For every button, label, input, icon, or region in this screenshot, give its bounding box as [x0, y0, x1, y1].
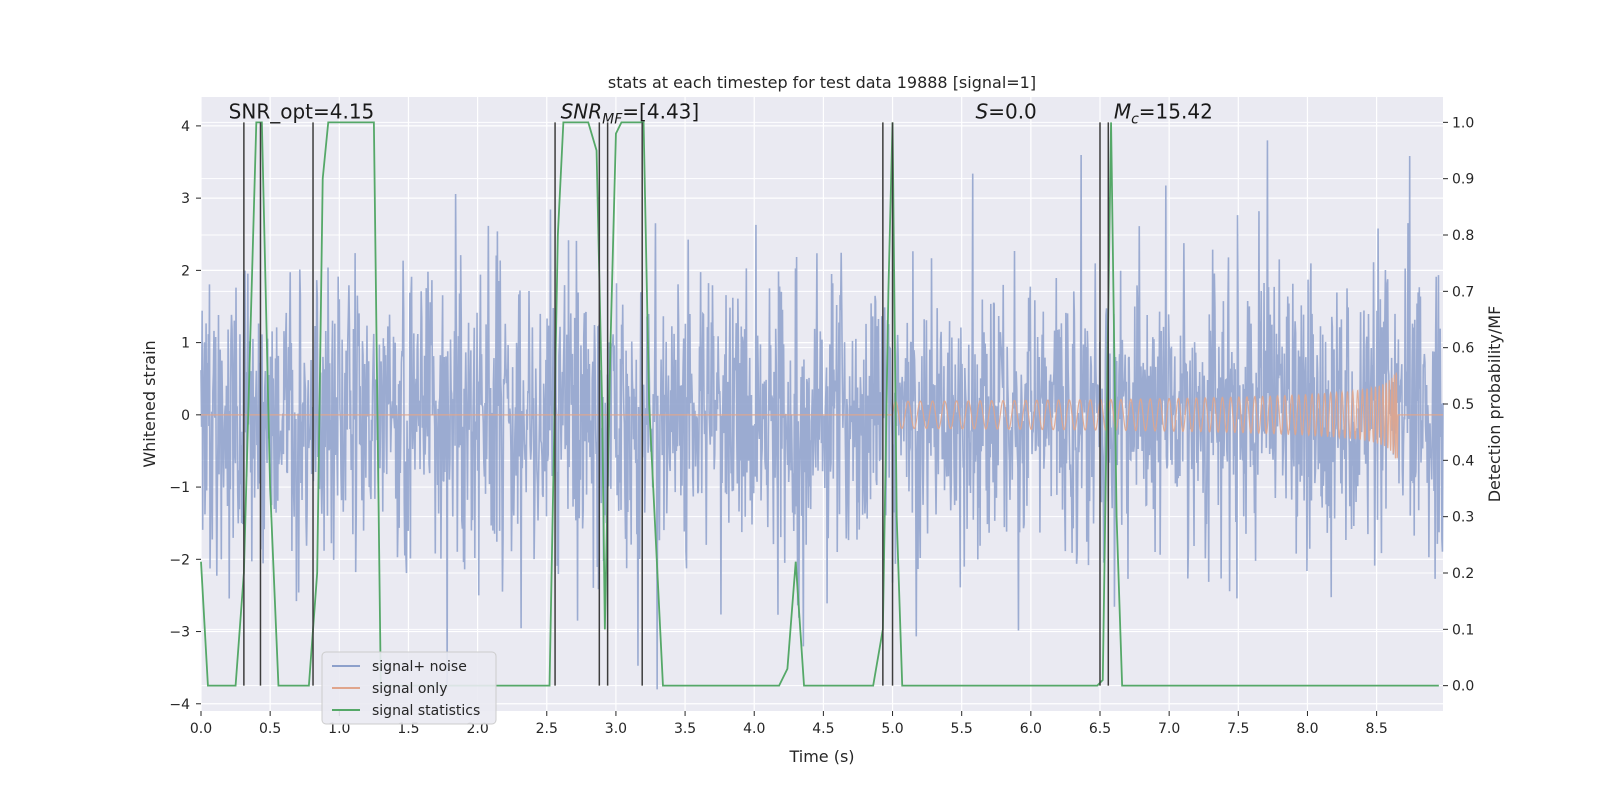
y-left-tick-label: 1	[181, 336, 190, 352]
legend-label: signal statistics	[372, 703, 480, 719]
annotation-text: S=0.0	[976, 100, 1037, 124]
legend-box	[321, 651, 497, 725]
y-left-tick-label: 2	[181, 263, 190, 279]
series-signal-noise-line	[200, 140, 1444, 690]
y-left-tick-label: 0	[181, 408, 190, 424]
x-tick-label: 4.0	[743, 721, 765, 737]
x-tick-label: 1.0	[328, 721, 350, 737]
legend-label: signal+ noise	[372, 659, 467, 675]
y-right-axis-label: Detection probability/MF	[1485, 306, 1504, 503]
y-left-tick-label: −3	[169, 625, 190, 641]
x-tick-label: 2.5	[536, 721, 558, 737]
axes-layer: 0.0 0.5 1.0 1.5 2.0 2.5 3.0 3.5 4.0 4.5 5.0 5.5 6.0 6…	[169, 115, 1474, 737]
y-right-tick-label: 0.6	[1452, 341, 1474, 357]
noise-layer	[200, 140, 1444, 690]
x-tick-label: 2.0	[466, 721, 488, 737]
y-right-tick-label: 0.0	[1452, 679, 1474, 695]
y-right-tick-label: 0.4	[1452, 453, 1474, 469]
x-tick-label: 7.0	[1158, 721, 1180, 737]
signal-layer	[201, 372, 1443, 459]
x-tick-label: 8.5	[1365, 721, 1387, 737]
x-tick-label: 1.5	[397, 721, 419, 737]
annotation-text: SNR_opt=4.15	[229, 100, 375, 124]
y-right-tick-label: 1.0	[1452, 115, 1474, 131]
y-right-tick-label: 0.2	[1452, 566, 1474, 582]
y-right-tick-label: 0.8	[1452, 228, 1474, 244]
annotation-text: Mc=15.42	[1114, 100, 1213, 128]
y-left-tick-label: 3	[181, 191, 190, 207]
annotation-text: SNRMF=[4.43]	[561, 100, 700, 128]
y-left-tick-label: −4	[169, 697, 190, 713]
x-tick-label: 0.5	[259, 721, 281, 737]
y-right-tick-label: 0.1	[1452, 622, 1474, 638]
text-layer: stats at each timestep for test data 198…	[140, 73, 1504, 766]
x-tick-label: 0.0	[190, 721, 212, 737]
chart-title: stats at each timestep for test data 198…	[608, 73, 1036, 92]
vertical-line-layer	[243, 122, 1110, 686]
x-tick-label: 6.0	[1020, 721, 1042, 737]
x-tick-label: 6.5	[1089, 721, 1111, 737]
y-right-tick-label: 0.9	[1452, 172, 1474, 188]
x-tick-label: 7.5	[1227, 721, 1249, 737]
y-left-tick-label: −2	[169, 552, 190, 568]
x-tick-label: 5.0	[881, 721, 903, 737]
y-right-tick-label: 0.3	[1452, 510, 1474, 526]
y-right-tick-label: 0.5	[1452, 397, 1474, 413]
statistics-layer	[200, 121, 1439, 687]
y-left-axis-label: Whitened strain	[140, 340, 159, 467]
y-right-tick-label: 0.7	[1452, 284, 1474, 300]
x-tick-label: 8.0	[1296, 721, 1318, 737]
y-left-tick-label: 4	[181, 119, 190, 135]
x-axis-label: Time (s)	[788, 747, 854, 766]
x-tick-label: 4.5	[812, 721, 834, 737]
x-tick-label: 3.5	[674, 721, 696, 737]
y-left-tick-label: −1	[169, 480, 190, 496]
series-signal-only-line	[201, 372, 1443, 459]
series-signal-statistics-line	[200, 121, 1439, 687]
x-tick-label: 3.0	[605, 721, 627, 737]
x-tick-label: 5.5	[951, 721, 973, 737]
legend-label: signal only	[372, 681, 447, 697]
legend: signal+ noise signal only signal statistic…	[321, 651, 497, 725]
